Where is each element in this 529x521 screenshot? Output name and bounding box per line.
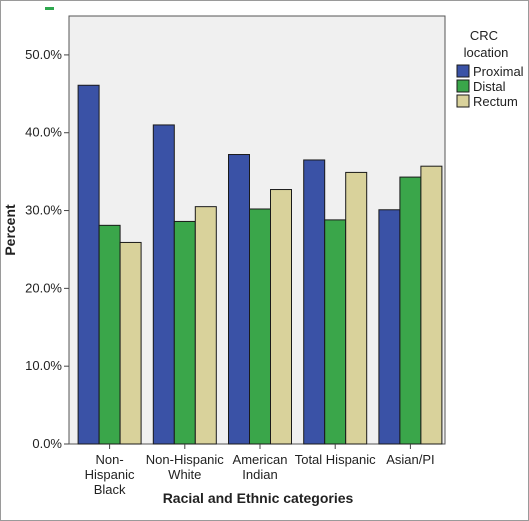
x-axis-title: Racial and Ethnic categories bbox=[163, 490, 354, 506]
bar-proximal bbox=[228, 154, 250, 445]
bar-proximal bbox=[152, 124, 175, 445]
bar-distal bbox=[324, 219, 347, 445]
legend-label-distal: Distal bbox=[473, 79, 506, 94]
y-axis: 0.0% 10.0% 20.0% 30.0% 40.0% 50.0% bbox=[25, 47, 69, 451]
bar-distal bbox=[249, 208, 271, 445]
bars bbox=[77, 84, 443, 445]
legend-title: CRC bbox=[470, 28, 498, 43]
x-axis: Non-Hispanic Black Non-Hispanic White Americ… bbox=[85, 444, 435, 497]
x-tick-label: Non-Hispanic White bbox=[146, 452, 225, 482]
legend-swatch-rectum bbox=[456, 94, 470, 108]
x-tick-label: Non-Hispanic Black bbox=[85, 452, 135, 497]
x-tick-label: American Indian bbox=[233, 452, 288, 482]
bar-distal bbox=[399, 176, 422, 445]
bar-proximal bbox=[77, 84, 100, 445]
y-tick-label: 40.0% bbox=[25, 125, 62, 140]
bar-rectum bbox=[119, 241, 142, 445]
legend-label-proximal: Proximal bbox=[473, 64, 524, 79]
legend-label-rectum: Rectum bbox=[473, 94, 518, 109]
bar-rectum bbox=[420, 165, 443, 445]
legend-swatch-proximal bbox=[456, 64, 470, 78]
green-marker bbox=[45, 7, 54, 10]
y-tick-label: 50.0% bbox=[25, 47, 62, 62]
bar-rectum bbox=[194, 206, 217, 445]
y-tick-label: 10.0% bbox=[25, 358, 62, 373]
y-tick-label: 30.0% bbox=[25, 203, 62, 218]
x-tick-label: Total Hispanic bbox=[295, 452, 376, 467]
bar-distal bbox=[173, 220, 196, 445]
y-tick-label: 20.0% bbox=[25, 280, 62, 295]
bar-rectum bbox=[345, 171, 368, 445]
x-tick-label: Asian/PI bbox=[386, 452, 434, 467]
bar-proximal bbox=[378, 209, 401, 445]
y-axis-title: Percent bbox=[2, 204, 18, 256]
legend-swatch-distal bbox=[456, 79, 470, 93]
bar-rectum bbox=[270, 189, 292, 445]
bar-proximal bbox=[303, 159, 326, 445]
y-tick-label: 0.0% bbox=[32, 436, 62, 451]
bar-distal bbox=[98, 224, 121, 445]
legend-title: location bbox=[464, 45, 509, 60]
